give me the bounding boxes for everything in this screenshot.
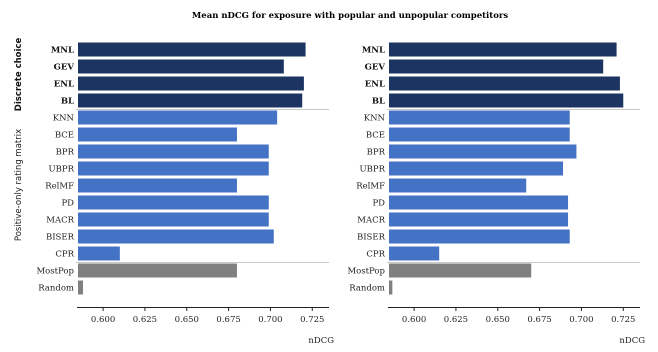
bar-gev: [389, 59, 604, 74]
category-label-bl: BL: [61, 97, 74, 107]
bar-mnl: [389, 42, 617, 57]
category-label-random: Random: [38, 284, 74, 294]
x-tick-label: 0.650: [175, 315, 199, 325]
category-label-ubpr: UBPR: [359, 165, 385, 175]
category-label-cpr: CPR: [366, 250, 385, 260]
panel-right: MNL GEV ENL BL KNN BCE BPR UBPR RelMF PD MACR BISER…: [347, 42, 645, 346]
category-label-bl: BL: [372, 97, 385, 107]
x-tick-label: 0.600: [402, 315, 426, 325]
bar-bce: [78, 127, 237, 142]
x-tick-label: 0.725: [300, 315, 324, 325]
category-label-mnl: MNL: [362, 46, 385, 56]
x-tick-label: 0.625: [444, 315, 468, 325]
bar-ubpr: [78, 161, 269, 176]
group-label: Discrete choice: [14, 38, 24, 112]
category-label-enl: ENL: [365, 80, 385, 90]
bar-enl: [78, 76, 304, 91]
bar-bl: [78, 93, 303, 108]
bar-mnl: [78, 42, 306, 57]
category-label-pd: PD: [61, 199, 74, 209]
category-label-mnl: MNL: [51, 46, 74, 56]
bar-random: [389, 280, 393, 295]
category-label-bce: BCE: [55, 131, 74, 141]
bar-enl: [389, 76, 620, 91]
category-label-ubpr: UBPR: [48, 165, 74, 175]
bar-gev: [78, 59, 284, 74]
group-labels: Discrete choice Positive-only rating matr…: [14, 38, 24, 242]
category-label-pd: PD: [372, 199, 385, 209]
category-label-relmf: RelMF: [356, 182, 385, 192]
bar-ubpr: [389, 161, 564, 176]
bar-bpr: [78, 144, 269, 159]
x-tick-label: 0.700: [258, 315, 282, 325]
bar-bce: [389, 127, 570, 142]
bar-mostpop: [78, 263, 237, 278]
category-label-knn: KNN: [53, 114, 75, 124]
category-label-relmf: RelMF: [45, 182, 74, 192]
bar-mostpop: [389, 263, 532, 278]
x-tick-label: 0.600: [91, 315, 115, 325]
bar-relmf: [78, 178, 237, 193]
x-tick-label: 0.725: [611, 315, 635, 325]
bar-biser: [78, 229, 274, 244]
category-label-bpr: BPR: [367, 148, 386, 158]
category-label-mostpop: MostPop: [36, 267, 74, 277]
category-label-biser: BISER: [46, 233, 75, 243]
bar-macr: [78, 212, 269, 227]
category-label-cpr: CPR: [55, 250, 74, 260]
bar-bpr: [389, 144, 577, 159]
bar-cpr: [389, 246, 440, 261]
category-label-gev: GEV: [54, 63, 75, 73]
x-tick-label: 0.700: [569, 315, 593, 325]
bar-bl: [389, 93, 624, 108]
bar-biser: [389, 229, 570, 244]
bar-pd: [78, 195, 269, 210]
x-tick-label: 0.675: [216, 315, 240, 325]
bar-knn: [389, 110, 570, 125]
category-label-biser: BISER: [357, 233, 386, 243]
chart-title: Mean nDCG for exposure with popular and …: [192, 11, 508, 21]
category-label-macr: MACR: [46, 216, 74, 226]
bar-random: [78, 280, 84, 295]
x-tick-label: 0.625: [133, 315, 157, 325]
x-tick-label: 0.675: [527, 315, 551, 325]
category-label-mostpop: MostPop: [347, 267, 385, 277]
bar-knn: [78, 110, 278, 125]
x-axis-label: nDCG: [619, 336, 645, 346]
x-tick-label: 0.650: [486, 315, 510, 325]
category-label-macr: MACR: [357, 216, 385, 226]
bar-relmf: [389, 178, 527, 193]
x-axis-label: nDCG: [308, 336, 334, 346]
bar-cpr: [78, 246, 120, 261]
category-label-bpr: BPR: [56, 148, 75, 158]
category-label-knn: KNN: [364, 114, 386, 124]
category-label-bce: BCE: [366, 131, 385, 141]
category-label-enl: ENL: [54, 80, 74, 90]
bar-macr: [389, 212, 569, 227]
bar-pd: [389, 195, 569, 210]
category-label-random: Random: [349, 284, 385, 294]
category-label-gev: GEV: [365, 63, 386, 73]
group-label: Positive-only rating matrix: [14, 129, 24, 241]
panel-left: MNL GEV ENL BL KNN BCE BPR UBPR RelMF PD MACR BISER…: [36, 42, 334, 346]
